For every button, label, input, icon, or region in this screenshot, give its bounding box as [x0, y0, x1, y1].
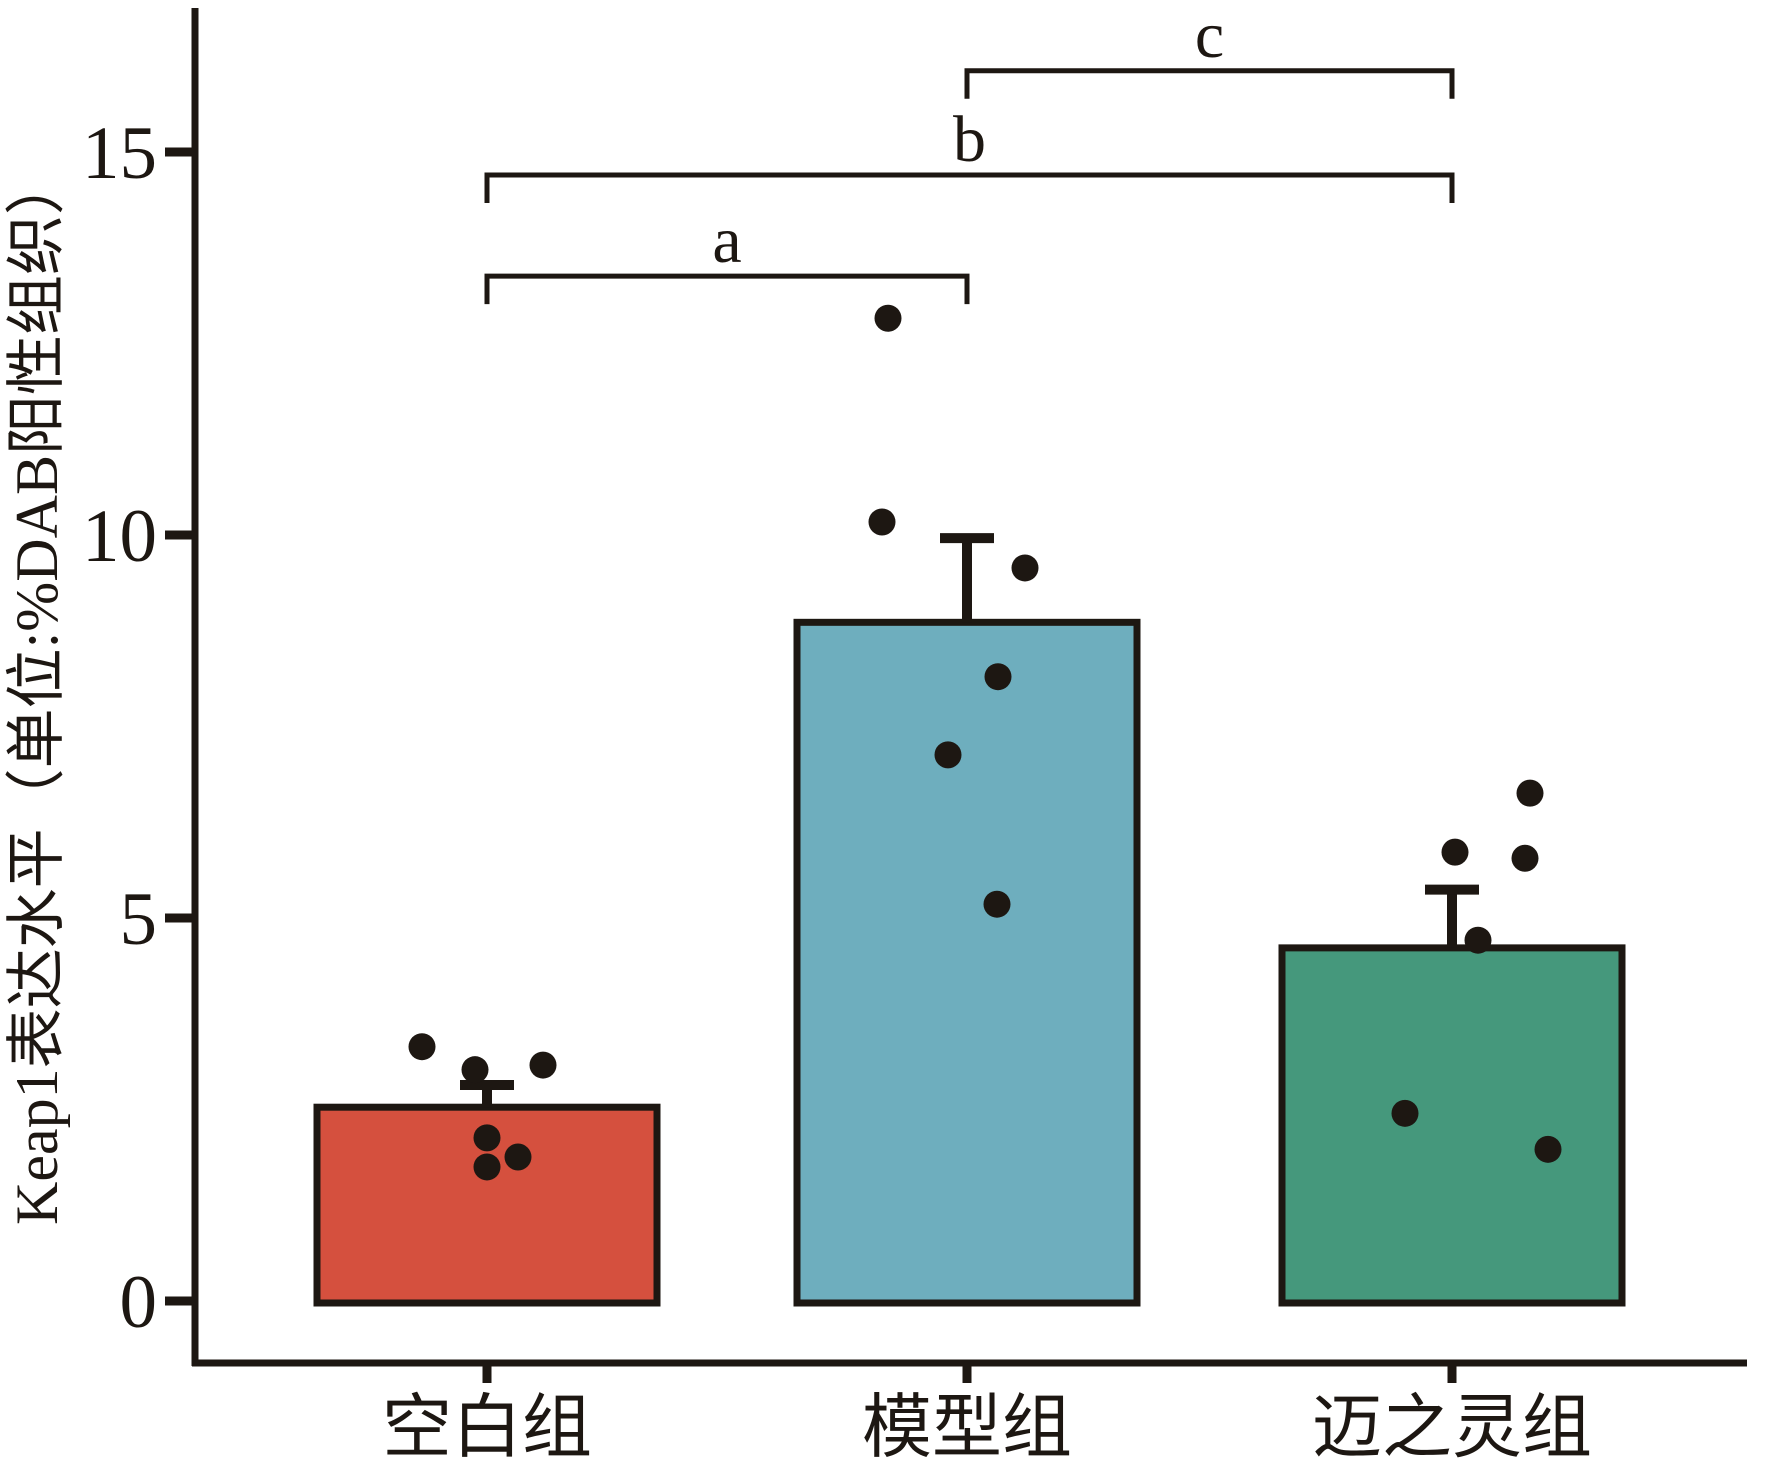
data-point-0-2 [529, 1051, 557, 1079]
sig-bracket-label-a: a [712, 204, 741, 277]
y-tick-label-2: 10 [82, 495, 157, 578]
x-tick-label-0: 空白组 [382, 1390, 592, 1467]
data-point-0-0 [408, 1033, 436, 1061]
x-tick-label-2: 迈之灵组 [1312, 1390, 1592, 1467]
data-point-1-1 [868, 508, 896, 536]
data-point-2-1 [1441, 838, 1469, 866]
bar-2 [1278, 944, 1626, 1307]
data-point-0-3 [473, 1124, 501, 1152]
data-point-1-0 [874, 304, 902, 332]
data-point-2-4 [1391, 1099, 1419, 1127]
sig-bracket-label-b: b [953, 103, 986, 176]
sig-bracket-label-c: c [1195, 0, 1224, 72]
data-point-1-3 [984, 663, 1012, 691]
data-point-2-5 [1534, 1135, 1562, 1163]
data-point-1-4 [934, 741, 962, 769]
data-point-1-2 [1011, 554, 1039, 582]
y-tick-label-0: 0 [120, 1261, 158, 1344]
data-point-2-0 [1516, 779, 1544, 807]
sig-bracket-b [484, 172, 1455, 203]
y-tick-label-1: 5 [120, 878, 158, 961]
data-point-2-2 [1511, 844, 1539, 872]
y-axis-title: Keap1表达水平（单位:%DAB阳性组织） [4, 155, 70, 1225]
data-point-0-1 [461, 1056, 489, 1084]
data-point-0-5 [473, 1153, 501, 1181]
bar-1 [793, 618, 1141, 1307]
y-tick-label-3: 15 [82, 112, 157, 195]
data-point-0-4 [504, 1143, 532, 1171]
sig-bracket-c [964, 68, 1455, 99]
data-point-1-5 [983, 890, 1011, 918]
data-point-2-3 [1464, 926, 1492, 954]
x-tick-label-1: 模型组 [862, 1390, 1072, 1467]
sig-bracket-a [484, 273, 970, 305]
